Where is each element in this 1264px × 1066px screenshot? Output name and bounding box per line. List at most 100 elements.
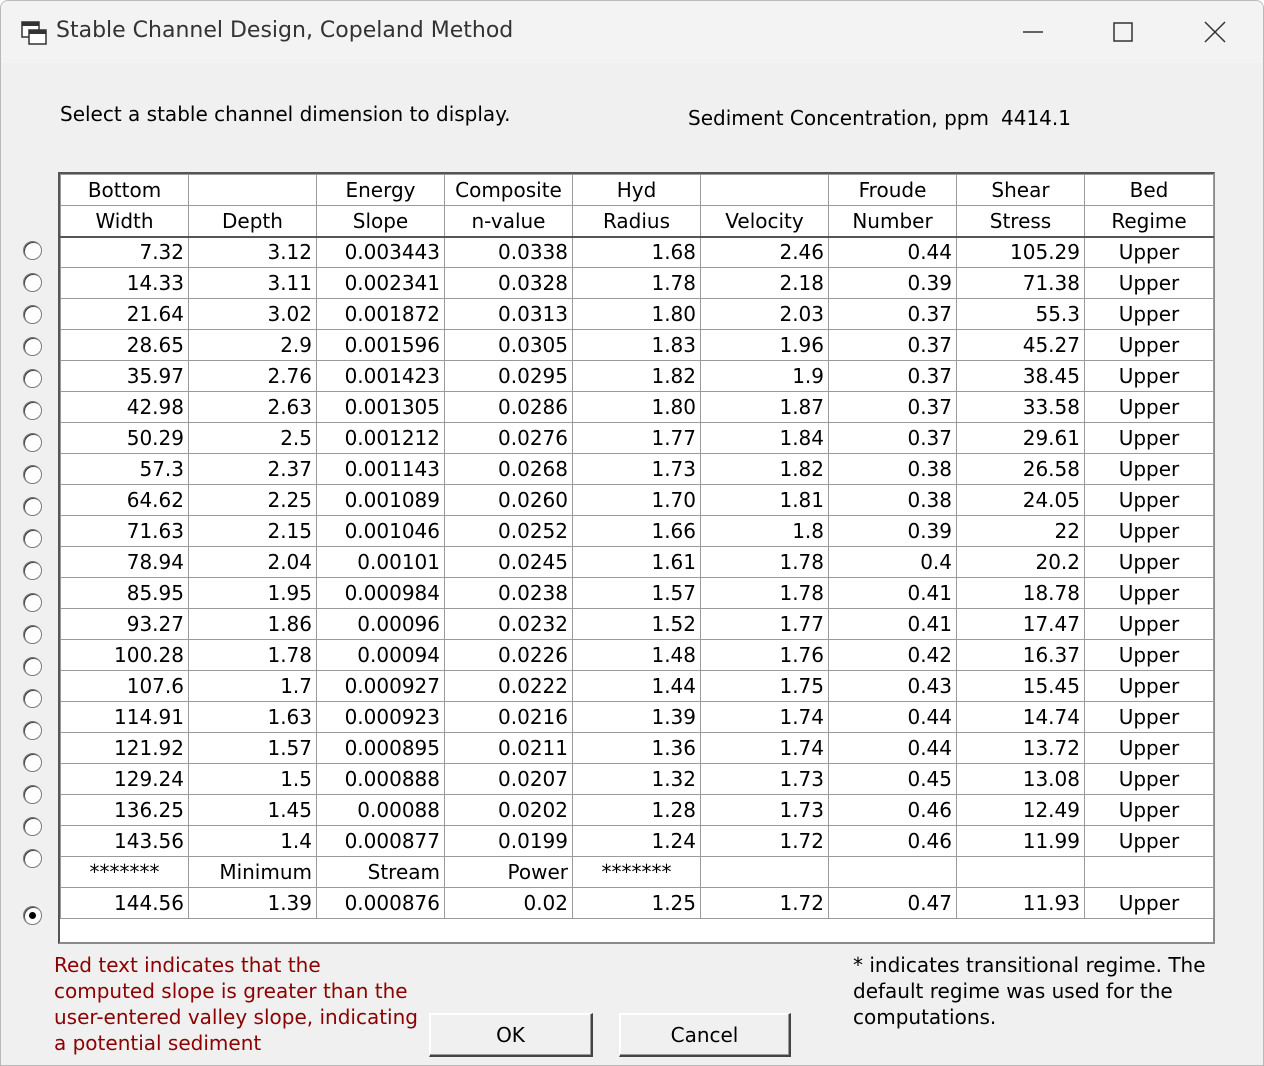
table-cell: 1.25 — [572, 887, 701, 919]
row-radio-button[interactable] — [23, 305, 42, 324]
table-cell: 0.001046 — [316, 515, 445, 547]
table-cell: 3.02 — [188, 298, 317, 330]
table-row[interactable]: 85.95 1.95 0.000984 0.0238 1.57 1.78 0.41 18.78… — [60, 577, 1214, 609]
table-row[interactable]: 114.91 1.63 0.000923 0.0216 1.39 1.74 0.44 14.7… — [60, 701, 1214, 733]
table-cell: 0.000923 — [316, 701, 445, 733]
table-cell: 38.45 — [956, 360, 1085, 392]
table-row[interactable]: 42.98 2.63 0.001305 0.0286 1.80 1.87 0.37 33.58… — [60, 391, 1214, 423]
table-cell: 0.02 — [444, 887, 573, 919]
table-row[interactable]: 35.97 2.76 0.001423 0.0295 1.82 1.9 0.37 38.45 U… — [60, 360, 1214, 392]
sediment-concentration-label: Sediment Concentration, ppm — [688, 106, 989, 130]
table-row[interactable]: 21.64 3.02 0.001872 0.0313 1.80 2.03 0.37 55.3 U… — [60, 298, 1214, 330]
table-cell: 14.74 — [956, 701, 1085, 733]
table-cell: 1.39 — [188, 887, 317, 919]
table-cell: 1.45 — [188, 794, 317, 826]
row-radio-button[interactable] — [23, 401, 42, 420]
table-cell: 1.87 — [700, 391, 829, 423]
table-cell: 2.46 — [700, 236, 829, 268]
table-cell: 0.0222 — [444, 670, 573, 702]
table-row[interactable]: 78.94 2.04 0.00101 0.0245 1.61 1.78 0.4 20.2 Upp… — [60, 546, 1214, 578]
row-radio-button[interactable] — [23, 593, 42, 612]
table-row[interactable]: 144.56 1.39 0.000876 0.02 1.25 1.72 0.47 11.93 U… — [60, 887, 1214, 919]
row-radio-button[interactable] — [23, 561, 42, 580]
table-cell: 50.29 — [60, 422, 189, 454]
table-cell: 0.0216 — [444, 701, 573, 733]
row-radio-button[interactable] — [23, 273, 42, 292]
table-row[interactable]: 71.63 2.15 0.001046 0.0252 1.66 1.8 0.39 22 Uppe… — [60, 515, 1214, 547]
table-cell: Upper — [1084, 608, 1214, 640]
table-cell: 0.00094 — [316, 639, 445, 671]
table-cell: 0.001423 — [316, 360, 445, 392]
table-row[interactable]: 7.32 3.12 0.003443 0.0338 1.68 2.46 0.44 105.29… — [60, 236, 1214, 268]
table-cell: 1.78 — [188, 639, 317, 671]
table-cell: 0.46 — [828, 794, 957, 826]
table-cell: ******* — [60, 856, 189, 888]
table-row[interactable]: 50.29 2.5 0.001212 0.0276 1.77 1.84 0.37 29.61 U… — [60, 422, 1214, 454]
column-header-top: Hyd — [572, 174, 701, 206]
table-row[interactable]: 107.6 1.7 0.000927 0.0222 1.44 1.75 0.43 15.45 U… — [60, 670, 1214, 702]
row-radio-button[interactable] — [23, 625, 42, 644]
table-row[interactable]: 143.56 1.4 0.000877 0.0199 1.24 1.72 0.46 11.99… — [60, 825, 1214, 857]
table-cell: 100.28 — [60, 639, 189, 671]
row-radio-button[interactable] — [23, 497, 42, 516]
table-cell: 2.9 — [188, 329, 317, 361]
row-radio-button[interactable] — [23, 906, 42, 925]
close-button[interactable] — [1175, 7, 1255, 57]
table-row[interactable]: 100.28 1.78 0.00094 0.0226 1.48 1.76 0.42 16.37… — [60, 639, 1214, 671]
table-cell: Stream — [316, 856, 445, 888]
row-radio-button[interactable] — [23, 337, 42, 356]
table-cell: 1.32 — [572, 763, 701, 795]
table-row[interactable]: 14.33 3.11 0.002341 0.0328 1.78 2.18 0.39 71.38… — [60, 267, 1214, 299]
row-radio-button[interactable] — [23, 753, 42, 772]
table-cell: 2.18 — [700, 267, 829, 299]
table-cell: Upper — [1084, 267, 1214, 299]
table-cell: 11.99 — [956, 825, 1085, 857]
table-row[interactable]: 28.65 2.9 0.001596 0.0305 1.83 1.96 0.37 45.27 U… — [60, 329, 1214, 361]
table-cell: 0.00101 — [316, 546, 445, 578]
row-radio-button[interactable] — [23, 241, 42, 260]
row-radio-button[interactable] — [23, 817, 42, 836]
table-row[interactable]: 93.27 1.86 0.00096 0.0232 1.52 1.77 0.41 17.47 U… — [60, 608, 1214, 640]
row-radio-button[interactable] — [23, 369, 42, 388]
table-cell: 0.0238 — [444, 577, 573, 609]
table-cell: Upper — [1084, 887, 1214, 919]
ok-button[interactable]: OK — [429, 1013, 593, 1057]
table-cell: 14.33 — [60, 267, 189, 299]
table-cell: 16.37 — [956, 639, 1085, 671]
row-radio-button[interactable] — [23, 689, 42, 708]
table-cell: 1.48 — [572, 639, 701, 671]
table-cell: 1.74 — [700, 732, 829, 764]
table-cell: 1.78 — [700, 546, 829, 578]
cancel-button[interactable]: Cancel — [619, 1013, 791, 1057]
table-cell: 1.77 — [572, 422, 701, 454]
table-cell: 0.37 — [828, 360, 957, 392]
row-radio-button[interactable] — [23, 785, 42, 804]
table-cell: 0.003443 — [316, 236, 445, 268]
row-radio-button[interactable] — [23, 433, 42, 452]
row-radio-button[interactable] — [23, 465, 42, 484]
table-row[interactable]: 129.24 1.5 0.000888 0.0207 1.32 1.73 0.45 13.08… — [60, 763, 1214, 795]
row-radio-button[interactable] — [23, 529, 42, 548]
maximize-button[interactable] — [1083, 7, 1163, 57]
table-cell: 0.000876 — [316, 887, 445, 919]
table-cell: 2.25 — [188, 484, 317, 516]
table-cell: 0.0202 — [444, 794, 573, 826]
table-cell: 1.73 — [700, 794, 829, 826]
table-row[interactable]: 136.25 1.45 0.00088 0.0202 1.28 1.73 0.46 12.49… — [60, 794, 1214, 826]
row-radio-button[interactable] — [23, 657, 42, 676]
column-header-bottom: Slope — [316, 205, 445, 238]
table-row[interactable]: 121.92 1.57 0.000895 0.0211 1.36 1.74 0.44 13.7… — [60, 732, 1214, 764]
table-cell: Upper — [1084, 577, 1214, 609]
table-cell: 2.63 — [188, 391, 317, 423]
table-cell: 1.39 — [572, 701, 701, 733]
row-radio-button[interactable] — [23, 721, 42, 740]
table-cell: 0.0313 — [444, 298, 573, 330]
column-header-bottom: Radius — [572, 205, 701, 238]
table-row[interactable]: ******* Minimum Stream Power ******* — [60, 856, 1214, 888]
table-row[interactable]: 57.3 2.37 0.001143 0.0268 1.73 1.82 0.38 26.58 U… — [60, 453, 1214, 485]
column-header-top — [188, 174, 317, 206]
row-radio-button[interactable] — [23, 849, 42, 868]
table-row[interactable]: 64.62 2.25 0.001089 0.0260 1.70 1.81 0.38 24.05… — [60, 484, 1214, 516]
minimize-button[interactable] — [993, 7, 1073, 57]
table-cell: 144.56 — [60, 887, 189, 919]
